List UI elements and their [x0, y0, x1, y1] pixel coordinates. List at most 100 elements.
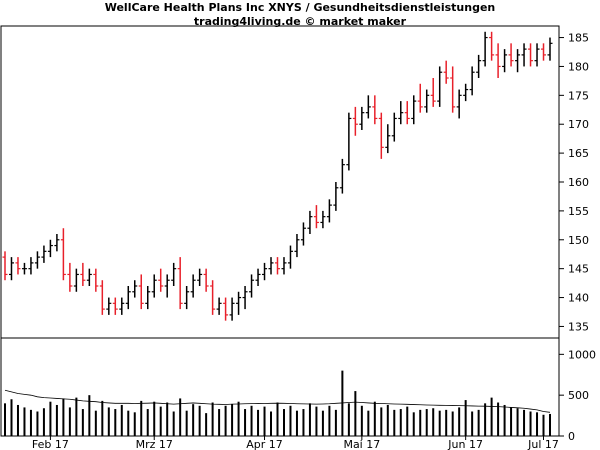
ohlc-bar — [365, 95, 371, 119]
ohlc-bar — [495, 43, 501, 78]
ohlc-bar — [398, 101, 404, 125]
ohlc-bar — [281, 257, 287, 275]
price-bars — [2, 31, 553, 321]
ohlc-bar — [197, 268, 203, 286]
ohlc-bar — [47, 239, 53, 258]
time-tick-label: Apr 17 — [246, 438, 283, 450]
ohlc-bar — [476, 54, 482, 78]
ohlc-bar — [547, 37, 553, 61]
volume-average-line — [4, 389, 551, 413]
ohlc-bar — [184, 286, 190, 310]
ohlc-bar — [203, 268, 209, 292]
time-tick-label: Mai 17 — [343, 438, 380, 450]
ohlc-bar — [411, 95, 417, 125]
chart-title: WellCare Health Plans Inc XNYS / Gesundh… — [104, 1, 496, 14]
ohlc-bar — [34, 251, 40, 269]
ohlc-bar — [60, 228, 66, 281]
ohlc-bar — [482, 31, 488, 67]
price-tick-label: 175 — [568, 89, 589, 102]
ohlc-bar — [391, 112, 397, 142]
price-tick-label: 140 — [568, 292, 589, 305]
ohlc-bar — [372, 95, 378, 125]
ohlc-bar — [346, 112, 352, 171]
price-tick-label: 155 — [568, 205, 589, 218]
price-tick-label: 160 — [568, 176, 589, 189]
ohlc-bar — [320, 210, 326, 229]
ohlc-bar — [112, 297, 118, 315]
ohlc-bar — [106, 297, 112, 315]
time-axis: Feb 17 Mrz 17 Apr 17 Mai 17 Jun 17 Jul 17 — [32, 436, 559, 450]
price-tick-label: 185 — [568, 32, 589, 45]
ohlc-bar — [268, 257, 274, 275]
volume-tick-label: 0 — [568, 430, 575, 443]
ohlc-bar — [210, 280, 216, 315]
ohlc-bar — [8, 257, 14, 281]
price-tick-label: 145 — [568, 263, 589, 276]
ohlc-bar — [417, 83, 423, 113]
volume-tick-label: 500 — [568, 389, 589, 402]
ohlc-bar — [73, 268, 79, 292]
ohlc-bar — [138, 274, 144, 310]
ohlc-bar — [359, 106, 365, 130]
ohlc-bar — [300, 222, 306, 246]
ohlc-bar — [132, 280, 138, 298]
ohlc-bar — [385, 124, 391, 154]
ohlc-bar — [437, 66, 443, 107]
ohlc-bar — [171, 262, 177, 286]
ohlc-bar — [223, 297, 229, 321]
ohlc-bar — [145, 286, 151, 310]
ohlc-bar — [339, 158, 345, 194]
price-axis: 135 140 145 150 155 160 165 170 175 180 185 — [559, 32, 589, 333]
time-tick-label: Mrz 17 — [136, 438, 173, 450]
price-tick-label: 170 — [568, 118, 589, 131]
ohlc-bar — [15, 257, 21, 275]
ohlc-bar — [521, 43, 527, 67]
time-tick-label: Jul 17 — [527, 438, 559, 450]
ohlc-bar — [177, 257, 183, 310]
ohlc-bar — [119, 297, 125, 315]
ohlc-bar — [229, 297, 235, 321]
ohlc-bar — [534, 43, 540, 67]
ohlc-bar — [333, 182, 339, 211]
ohlc-bar — [164, 274, 170, 298]
ohlc-bar — [502, 49, 508, 73]
price-tick-label: 135 — [568, 320, 589, 333]
ohlc-bar — [236, 291, 242, 315]
ohlc-bar — [430, 78, 436, 107]
ohlc-bar — [67, 262, 73, 292]
ohlc-bar — [469, 66, 475, 96]
ohlc-bar — [216, 297, 222, 315]
ohlc-bar — [21, 262, 27, 275]
ohlc-bar — [41, 245, 47, 263]
volume-bars — [4, 370, 551, 436]
ohlc-bar — [158, 268, 164, 292]
ohlc-bar — [294, 234, 300, 258]
volume-tick-label: 1000 — [568, 348, 596, 361]
ohlc-bar — [262, 262, 268, 281]
ohlc-bar — [255, 268, 261, 286]
ohlc-bar — [287, 245, 293, 269]
ohlc-bar — [352, 106, 358, 136]
ohlc-bar — [541, 43, 547, 61]
ohlc-bar — [151, 274, 157, 298]
ohlc-bar — [450, 66, 456, 113]
ohlc-bar — [313, 205, 319, 229]
ohlc-bar — [307, 210, 313, 234]
ohlc-bar — [463, 83, 469, 102]
price-tick-label: 150 — [568, 234, 589, 247]
ohlc-bar — [80, 262, 86, 286]
ohlc-bar — [378, 112, 384, 159]
ohlc-bar — [28, 257, 34, 275]
ohlc-bar — [190, 274, 196, 298]
ohlc-bar — [489, 31, 495, 61]
ohlc-bar — [404, 101, 410, 125]
ohlc-bar — [86, 268, 92, 286]
ohlc-bar — [54, 234, 60, 252]
ohlc-bar — [2, 251, 8, 281]
time-tick-label: Feb 17 — [32, 438, 69, 450]
time-tick-label: Jun 17 — [447, 438, 483, 450]
chart-subtitle: trading4living.de © market maker — [193, 15, 407, 28]
ohlc-bar — [515, 49, 521, 73]
ohlc-bar — [99, 280, 105, 315]
